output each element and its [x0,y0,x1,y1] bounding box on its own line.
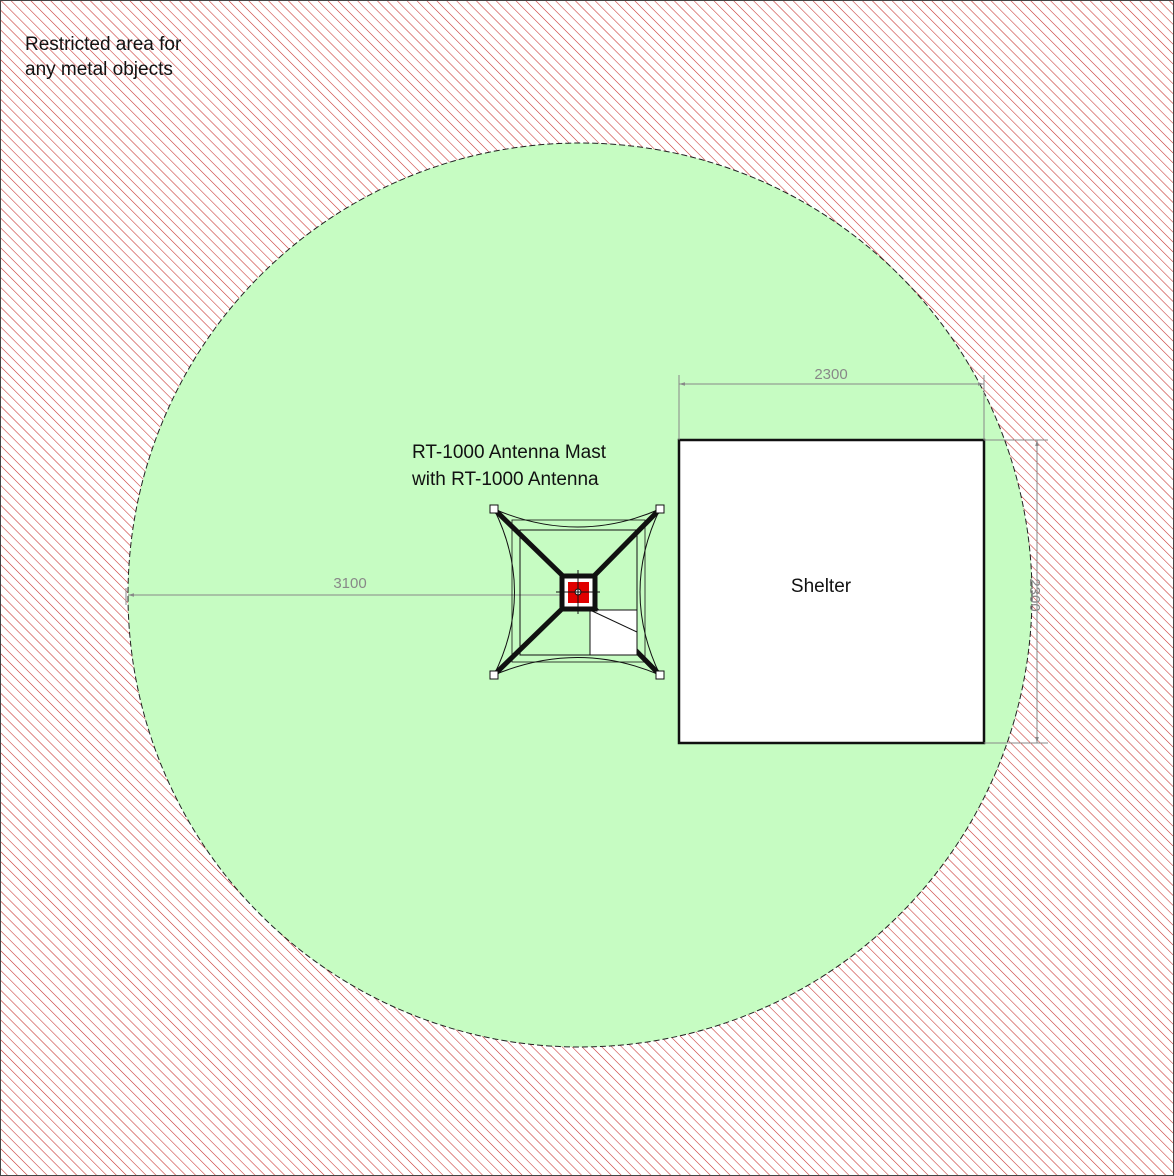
shelter [677,438,986,745]
restricted-label: any metal objects [25,59,173,80]
dimension-label: 3100 [333,575,366,592]
antenna-mast [489,504,665,680]
depth-dimension [984,439,1048,744]
dimension-label: 2300 [1026,578,1043,611]
antenna-label: RT-1000 Antenna Mast [412,442,607,463]
antenna-label: with RT-1000 Antenna [411,469,599,490]
dimension-label: 2300 [814,366,847,383]
distance-dimension [125,588,578,605]
width-dimension [678,375,985,440]
shelter-label: Shelter [791,576,852,597]
restricted-label: Restricted area for [25,34,182,55]
